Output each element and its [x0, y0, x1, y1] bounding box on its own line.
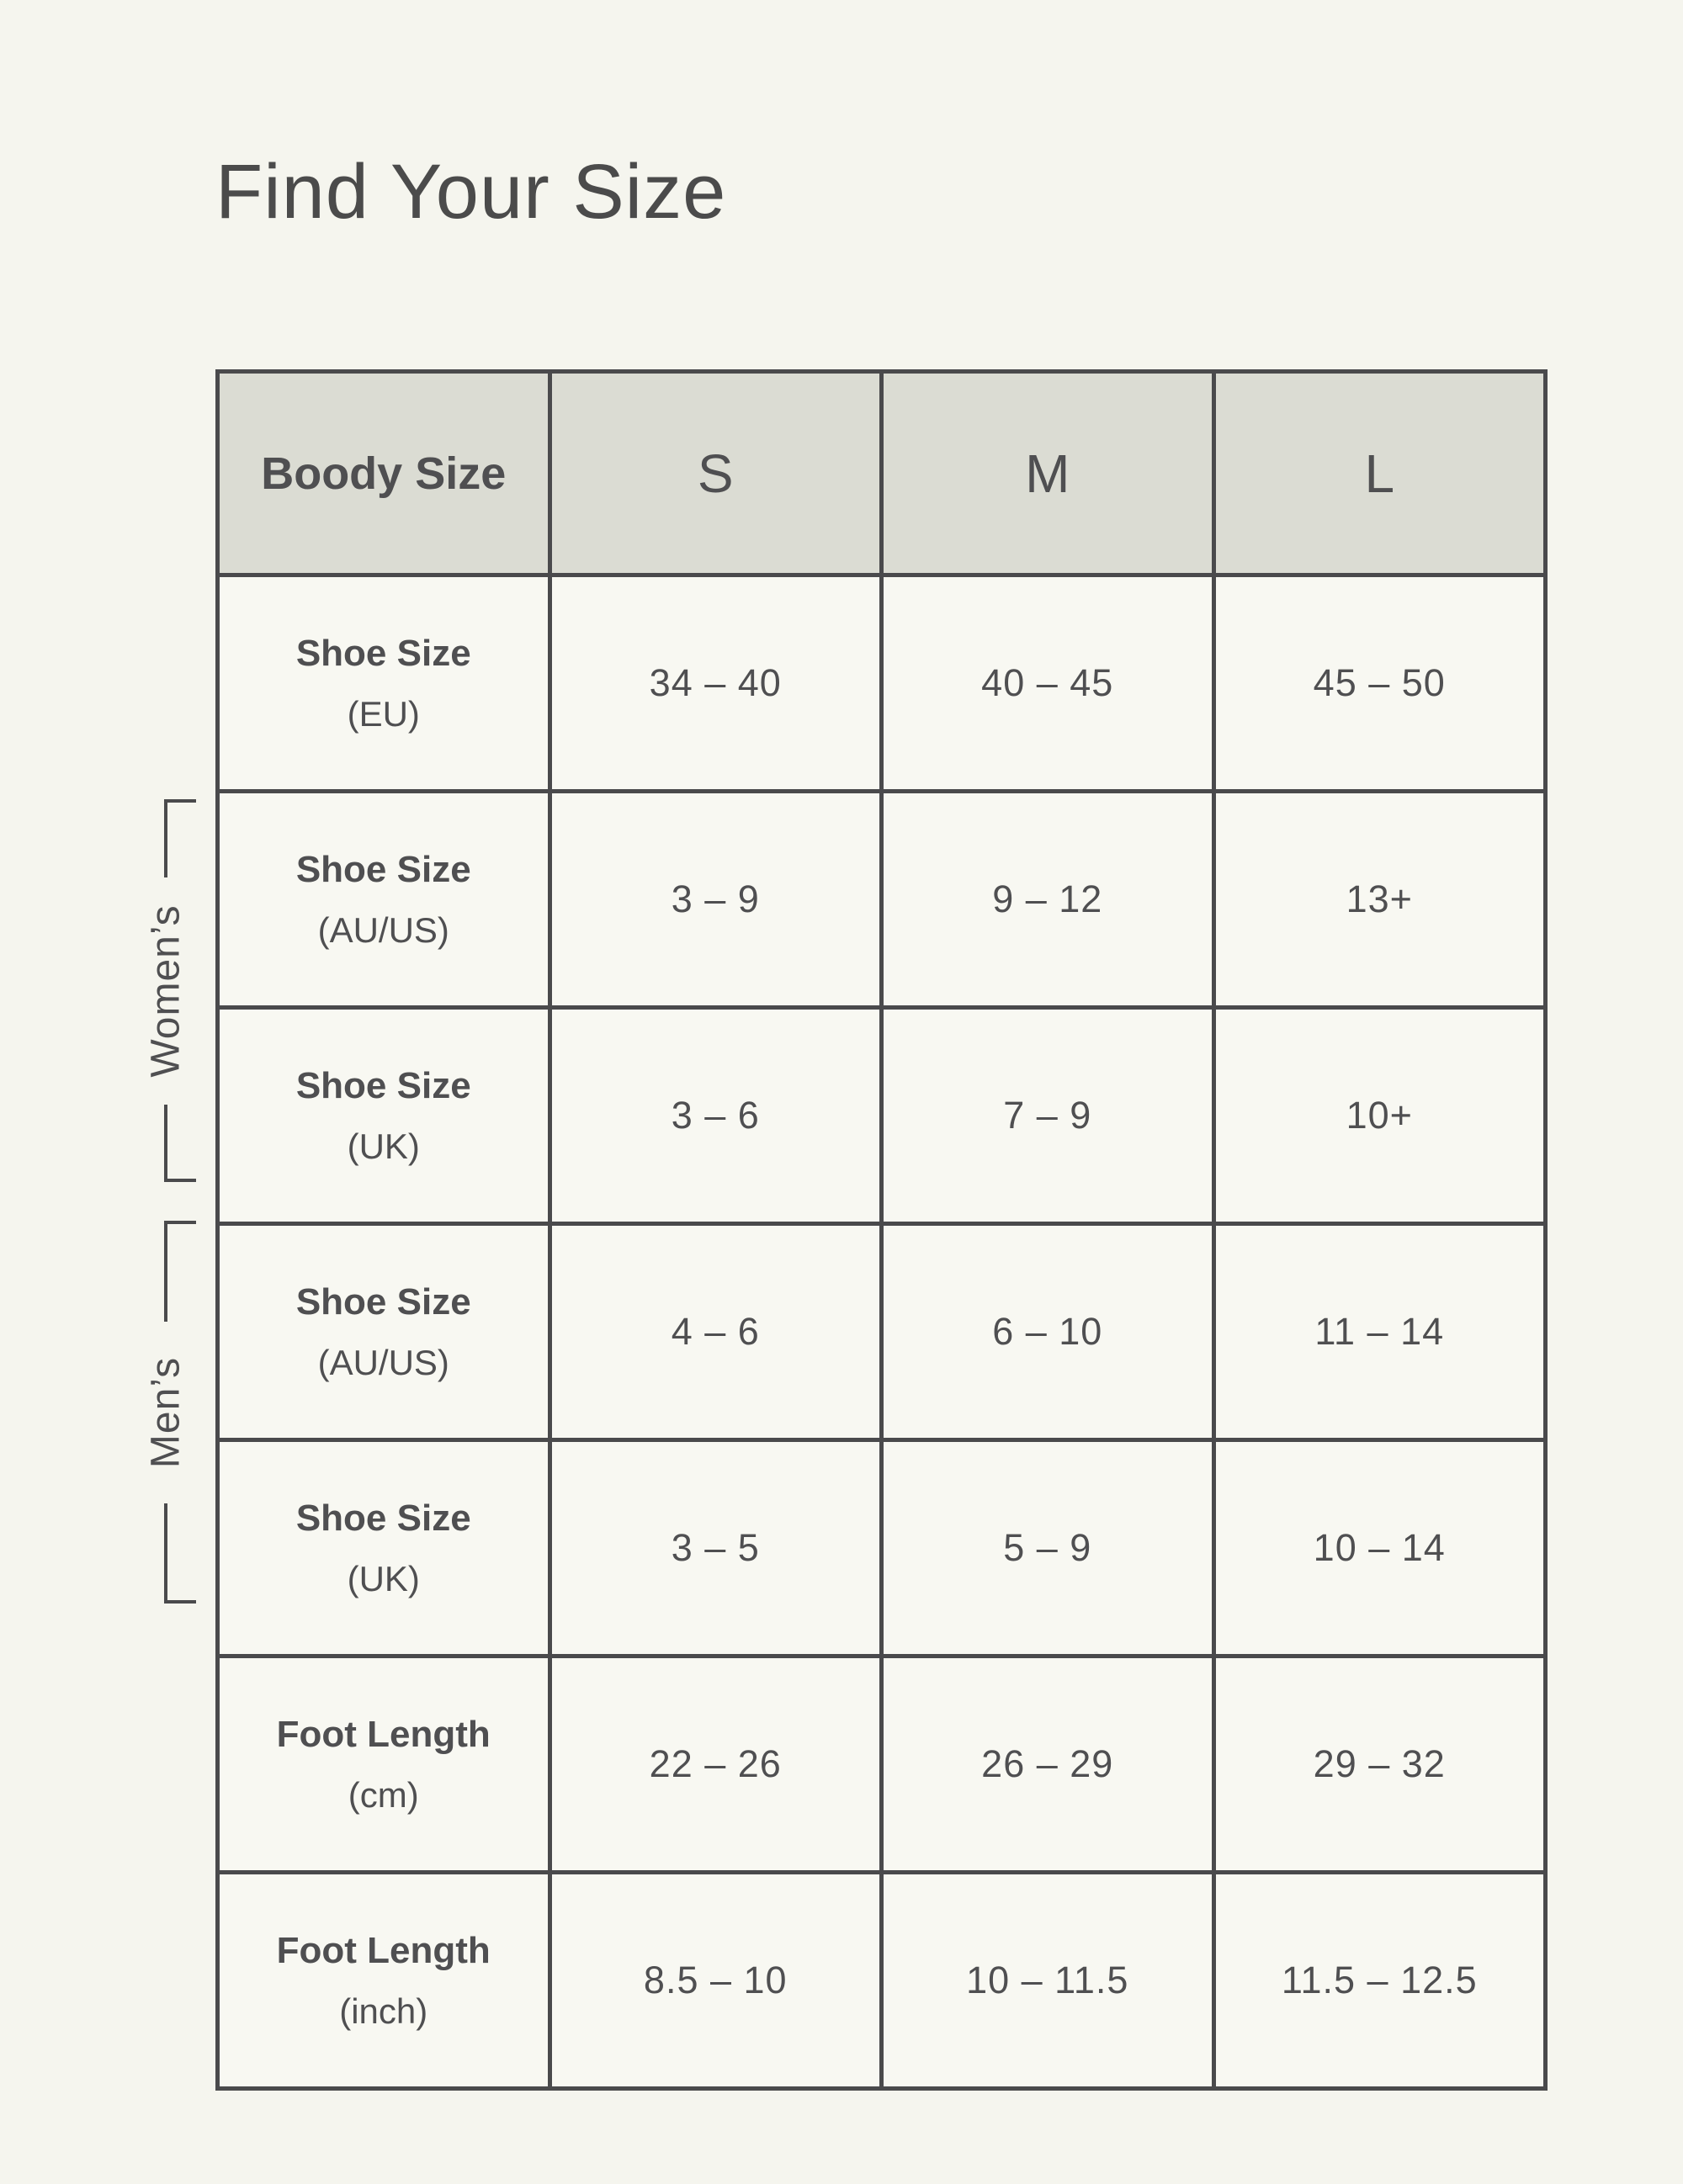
row-header: Shoe Size (UK) [215, 1005, 552, 1226]
row-sublabel: (UK) [347, 1559, 420, 1599]
row-header: Foot Length (cm) [215, 1654, 552, 1874]
row-label: Shoe Size [295, 848, 471, 890]
size-cell: 45 – 50 [1211, 573, 1548, 793]
table-header-row: Boody Size S M L [215, 369, 1548, 577]
bracket-line-segment [164, 1221, 167, 1322]
header-size-s: S [547, 369, 884, 577]
size-cell: 40 – 45 [879, 573, 1216, 793]
size-cell: 10 – 14 [1211, 1438, 1548, 1658]
size-cell: 11.5 – 12.5 [1211, 1870, 1548, 2091]
mens-group-bracket: Men’s [144, 1221, 198, 1604]
size-cell: 4 – 6 [547, 1222, 884, 1442]
row-sublabel: (AU/US) [317, 1343, 449, 1383]
size-cell: 9 – 12 [879, 789, 1216, 1010]
row-header: Shoe Size (AU/US) [215, 1222, 552, 1442]
row-sublabel: (UK) [347, 1126, 420, 1167]
table-row-mens-shoe-auus: Shoe Size (AU/US) 4 – 6 6 – 10 11 – 14 [215, 1222, 1548, 1442]
header-size-l: L [1211, 369, 1548, 577]
size-cell: 3 – 6 [547, 1005, 884, 1226]
page-title: Find Your Size [215, 149, 727, 235]
size-cell: 3 – 5 [547, 1438, 884, 1658]
size-cell: 8.5 – 10 [547, 1870, 884, 2091]
header-boody-size: Boody Size [215, 369, 552, 577]
row-label: Shoe Size [295, 1497, 471, 1539]
size-cell: 10+ [1211, 1005, 1548, 1226]
size-cell: 34 – 40 [547, 573, 884, 793]
size-cell: 22 – 26 [547, 1654, 884, 1874]
row-label: Foot Length [276, 1929, 491, 1971]
bracket-line-segment [164, 1503, 167, 1604]
row-label: Foot Length [276, 1713, 491, 1755]
table-row-shoe-eu: Shoe Size (EU) 34 – 40 40 – 45 45 – 50 [215, 573, 1548, 793]
bracket-top-arm [164, 1221, 196, 1224]
row-header: Shoe Size (UK) [215, 1438, 552, 1658]
size-cell: 3 – 9 [547, 789, 884, 1010]
bracket-bottom-arm [164, 1600, 196, 1604]
size-table: Boody Size S M L Shoe Size (EU) 34 – 40 … [215, 369, 1548, 2091]
row-sublabel: (inch) [339, 1991, 428, 2032]
size-cell: 10 – 11.5 [879, 1870, 1216, 2091]
bracket-bottom-arm [164, 1179, 196, 1182]
size-cell: 29 – 32 [1211, 1654, 1548, 1874]
bracket-line-segment [164, 1104, 167, 1182]
table-row-foot-length-cm: Foot Length (cm) 22 – 26 26 – 29 29 – 32 [215, 1654, 1548, 1874]
table-row-foot-length-inch: Foot Length (inch) 8.5 – 10 10 – 11.5 11… [215, 1870, 1548, 2091]
size-cell: 11 – 14 [1211, 1222, 1548, 1442]
table-row-womens-shoe-auus: Shoe Size (AU/US) 3 – 9 9 – 12 13+ [215, 789, 1548, 1010]
row-sublabel: (EU) [347, 694, 420, 734]
row-label: Shoe Size [295, 632, 471, 674]
row-header: Shoe Size (AU/US) [215, 789, 552, 1010]
womens-group-label: Women’s [143, 904, 188, 1078]
size-cell: 6 – 10 [879, 1222, 1216, 1442]
row-header: Shoe Size (EU) [215, 573, 552, 793]
table-row-womens-shoe-uk: Shoe Size (UK) 3 – 6 7 – 9 10+ [215, 1005, 1548, 1226]
table-row-mens-shoe-uk: Shoe Size (UK) 3 – 5 5 – 9 10 – 14 [215, 1438, 1548, 1658]
row-label: Shoe Size [295, 1280, 471, 1323]
mens-group-label: Men’s [143, 1356, 188, 1468]
row-label: Shoe Size [295, 1064, 471, 1106]
bracket-top-arm [164, 799, 196, 803]
size-cell: 5 – 9 [879, 1438, 1216, 1658]
bracket-line-segment [164, 799, 167, 877]
row-sublabel: (cm) [348, 1775, 419, 1816]
size-cell: 7 – 9 [879, 1005, 1216, 1226]
size-cell: 26 – 29 [879, 1654, 1216, 1874]
size-cell: 13+ [1211, 789, 1548, 1010]
row-header: Foot Length (inch) [215, 1870, 552, 2091]
womens-group-bracket: Women’s [144, 799, 198, 1182]
row-sublabel: (AU/US) [317, 910, 449, 951]
header-size-m: M [879, 369, 1216, 577]
